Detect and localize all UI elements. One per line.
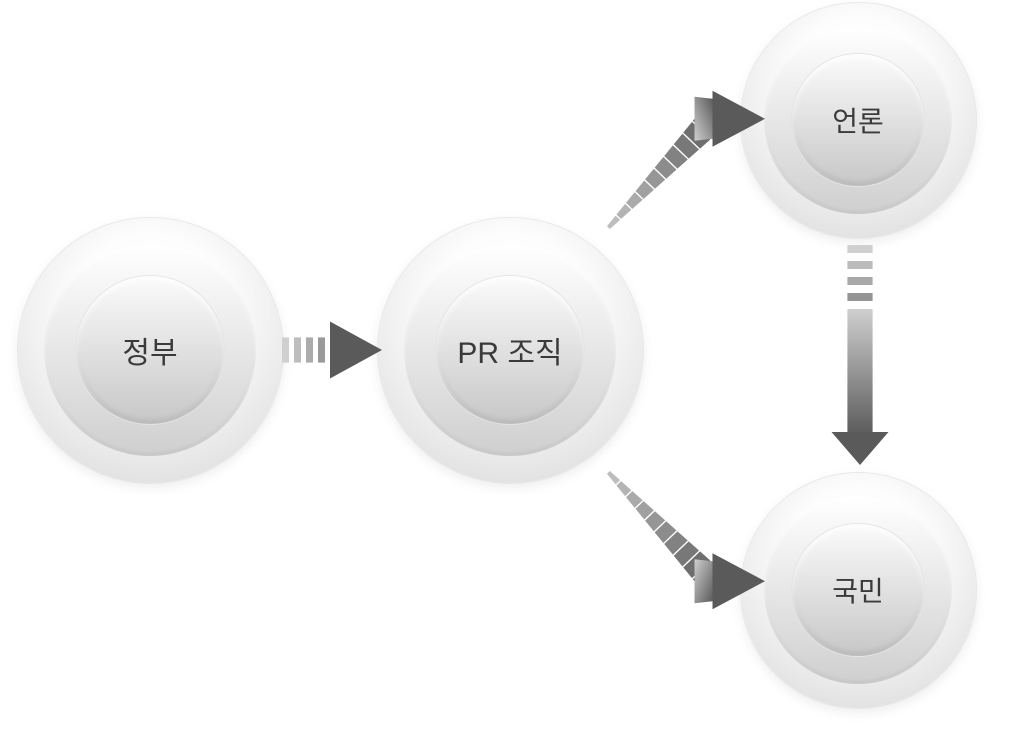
- node-pr: PR 조직: [378, 218, 643, 483]
- node-gov: 정부: [18, 218, 283, 483]
- node-public: 국민: [741, 473, 976, 708]
- node-label-pr: PR 조직: [457, 328, 562, 372]
- edge-pr-to-media: [590, 90, 765, 250]
- diagram-stage: 정부 PR 조직 언론국민: [0, 0, 1024, 733]
- edge-gov-to-pr: [282, 320, 382, 380]
- edge-pr-to-public: [590, 450, 765, 610]
- node-media: 언론: [741, 3, 976, 238]
- node-label-public: 국민: [832, 570, 884, 610]
- node-label-gov: 정부: [122, 328, 177, 372]
- node-label-media: 언론: [832, 100, 884, 140]
- edge-media-to-public: [830, 245, 890, 465]
